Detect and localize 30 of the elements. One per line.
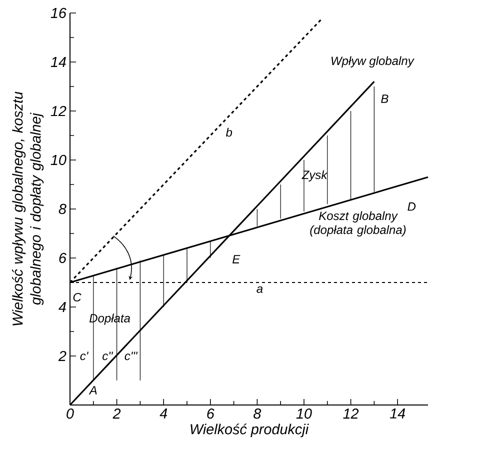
y-tick-label: 6 — [59, 252, 66, 264]
annotation: c''' — [124, 352, 138, 360]
ref-line-label: a — [256, 286, 263, 293]
y-tick-label: 14 — [50, 57, 66, 67]
annotation: E — [232, 255, 240, 264]
x-tick-label: 14 — [390, 408, 406, 418]
annotation: B — [381, 94, 388, 103]
x-tick-label: 2 — [112, 408, 121, 419]
annotation: c'' — [102, 352, 114, 360]
y-tick-label: 12 — [50, 106, 66, 116]
x-tick-label: 0 — [66, 408, 74, 419]
annotation: A — [88, 386, 97, 394]
annotation: D — [408, 202, 416, 211]
y-tick-label: 10 — [50, 154, 66, 166]
annotation: C — [73, 292, 82, 302]
y-tick-label: 4 — [58, 302, 66, 312]
annotation: c' — [80, 352, 89, 360]
series-label: Koszt globalny (dopłata globalna) — [310, 211, 406, 236]
y-tick-label: 16 — [50, 8, 66, 18]
x-tick-label: 12 — [343, 408, 359, 419]
series-label: b — [226, 128, 232, 137]
series-label: Wpływ globalny — [332, 56, 414, 68]
y-tick-label: 2 — [58, 350, 66, 362]
y-tick-label: 8 — [58, 204, 66, 214]
x-tick-label: 8 — [254, 408, 262, 419]
x-axis-title: Wielkość produkcji — [190, 424, 309, 438]
x-tick-label: 10 — [296, 408, 312, 419]
x-tick-label: 6 — [207, 408, 214, 419]
y-axis-title: Wielkość wpływu globalnego, kosztu globalnego i dopłaty globalnej — [12, 92, 44, 326]
x-tick-label: 4 — [160, 408, 168, 418]
